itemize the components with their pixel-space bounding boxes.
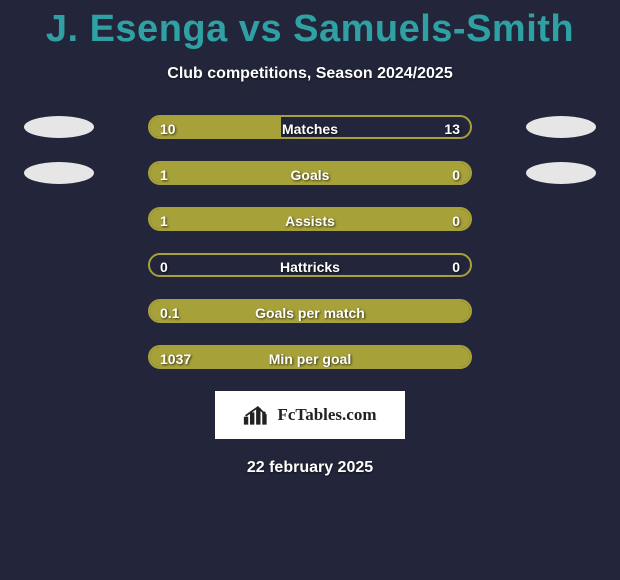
stat-label: Matches — [150, 117, 470, 139]
stat-label: Min per goal — [150, 347, 470, 369]
stat-bar-track: 10Assists — [148, 207, 472, 231]
bars-icon — [243, 404, 271, 426]
stat-bar-track: 1037Min per goal — [148, 345, 472, 369]
stat-bar-track: 1013Matches — [148, 115, 472, 139]
stat-label: Assists — [150, 209, 470, 231]
stat-bar-track: 0.1Goals per match — [148, 299, 472, 323]
fctables-logo: FcTables.com — [215, 391, 405, 439]
stat-row: 0.1Goals per match — [10, 299, 610, 323]
stat-row: 00Hattricks — [10, 253, 610, 277]
stat-bar-track: 00Hattricks — [148, 253, 472, 277]
stat-row: 1037Min per goal — [10, 345, 610, 369]
club-badge-right — [526, 162, 596, 184]
subtitle: Club competitions, Season 2024/2025 — [0, 65, 620, 83]
stats-area: 1013Matches 10Goals 10Assists 00Hattricks 0.… — [0, 115, 620, 369]
page-title: J. Esenga vs Samuels-Smith — [0, 0, 620, 51]
stat-bar-track: 10Goals — [148, 161, 472, 185]
stat-label: Goals per match — [150, 301, 470, 323]
club-badge-left — [24, 162, 94, 184]
stat-row: 1013Matches — [10, 115, 610, 139]
logo-text: FcTables.com — [277, 405, 376, 425]
stat-label: Hattricks — [150, 255, 470, 277]
stat-row: 10Goals — [10, 161, 610, 185]
date-text: 22 february 2025 — [0, 459, 620, 477]
club-badge-left — [24, 116, 94, 138]
stat-label: Goals — [150, 163, 470, 185]
club-badge-right — [526, 116, 596, 138]
stat-row: 10Assists — [10, 207, 610, 231]
